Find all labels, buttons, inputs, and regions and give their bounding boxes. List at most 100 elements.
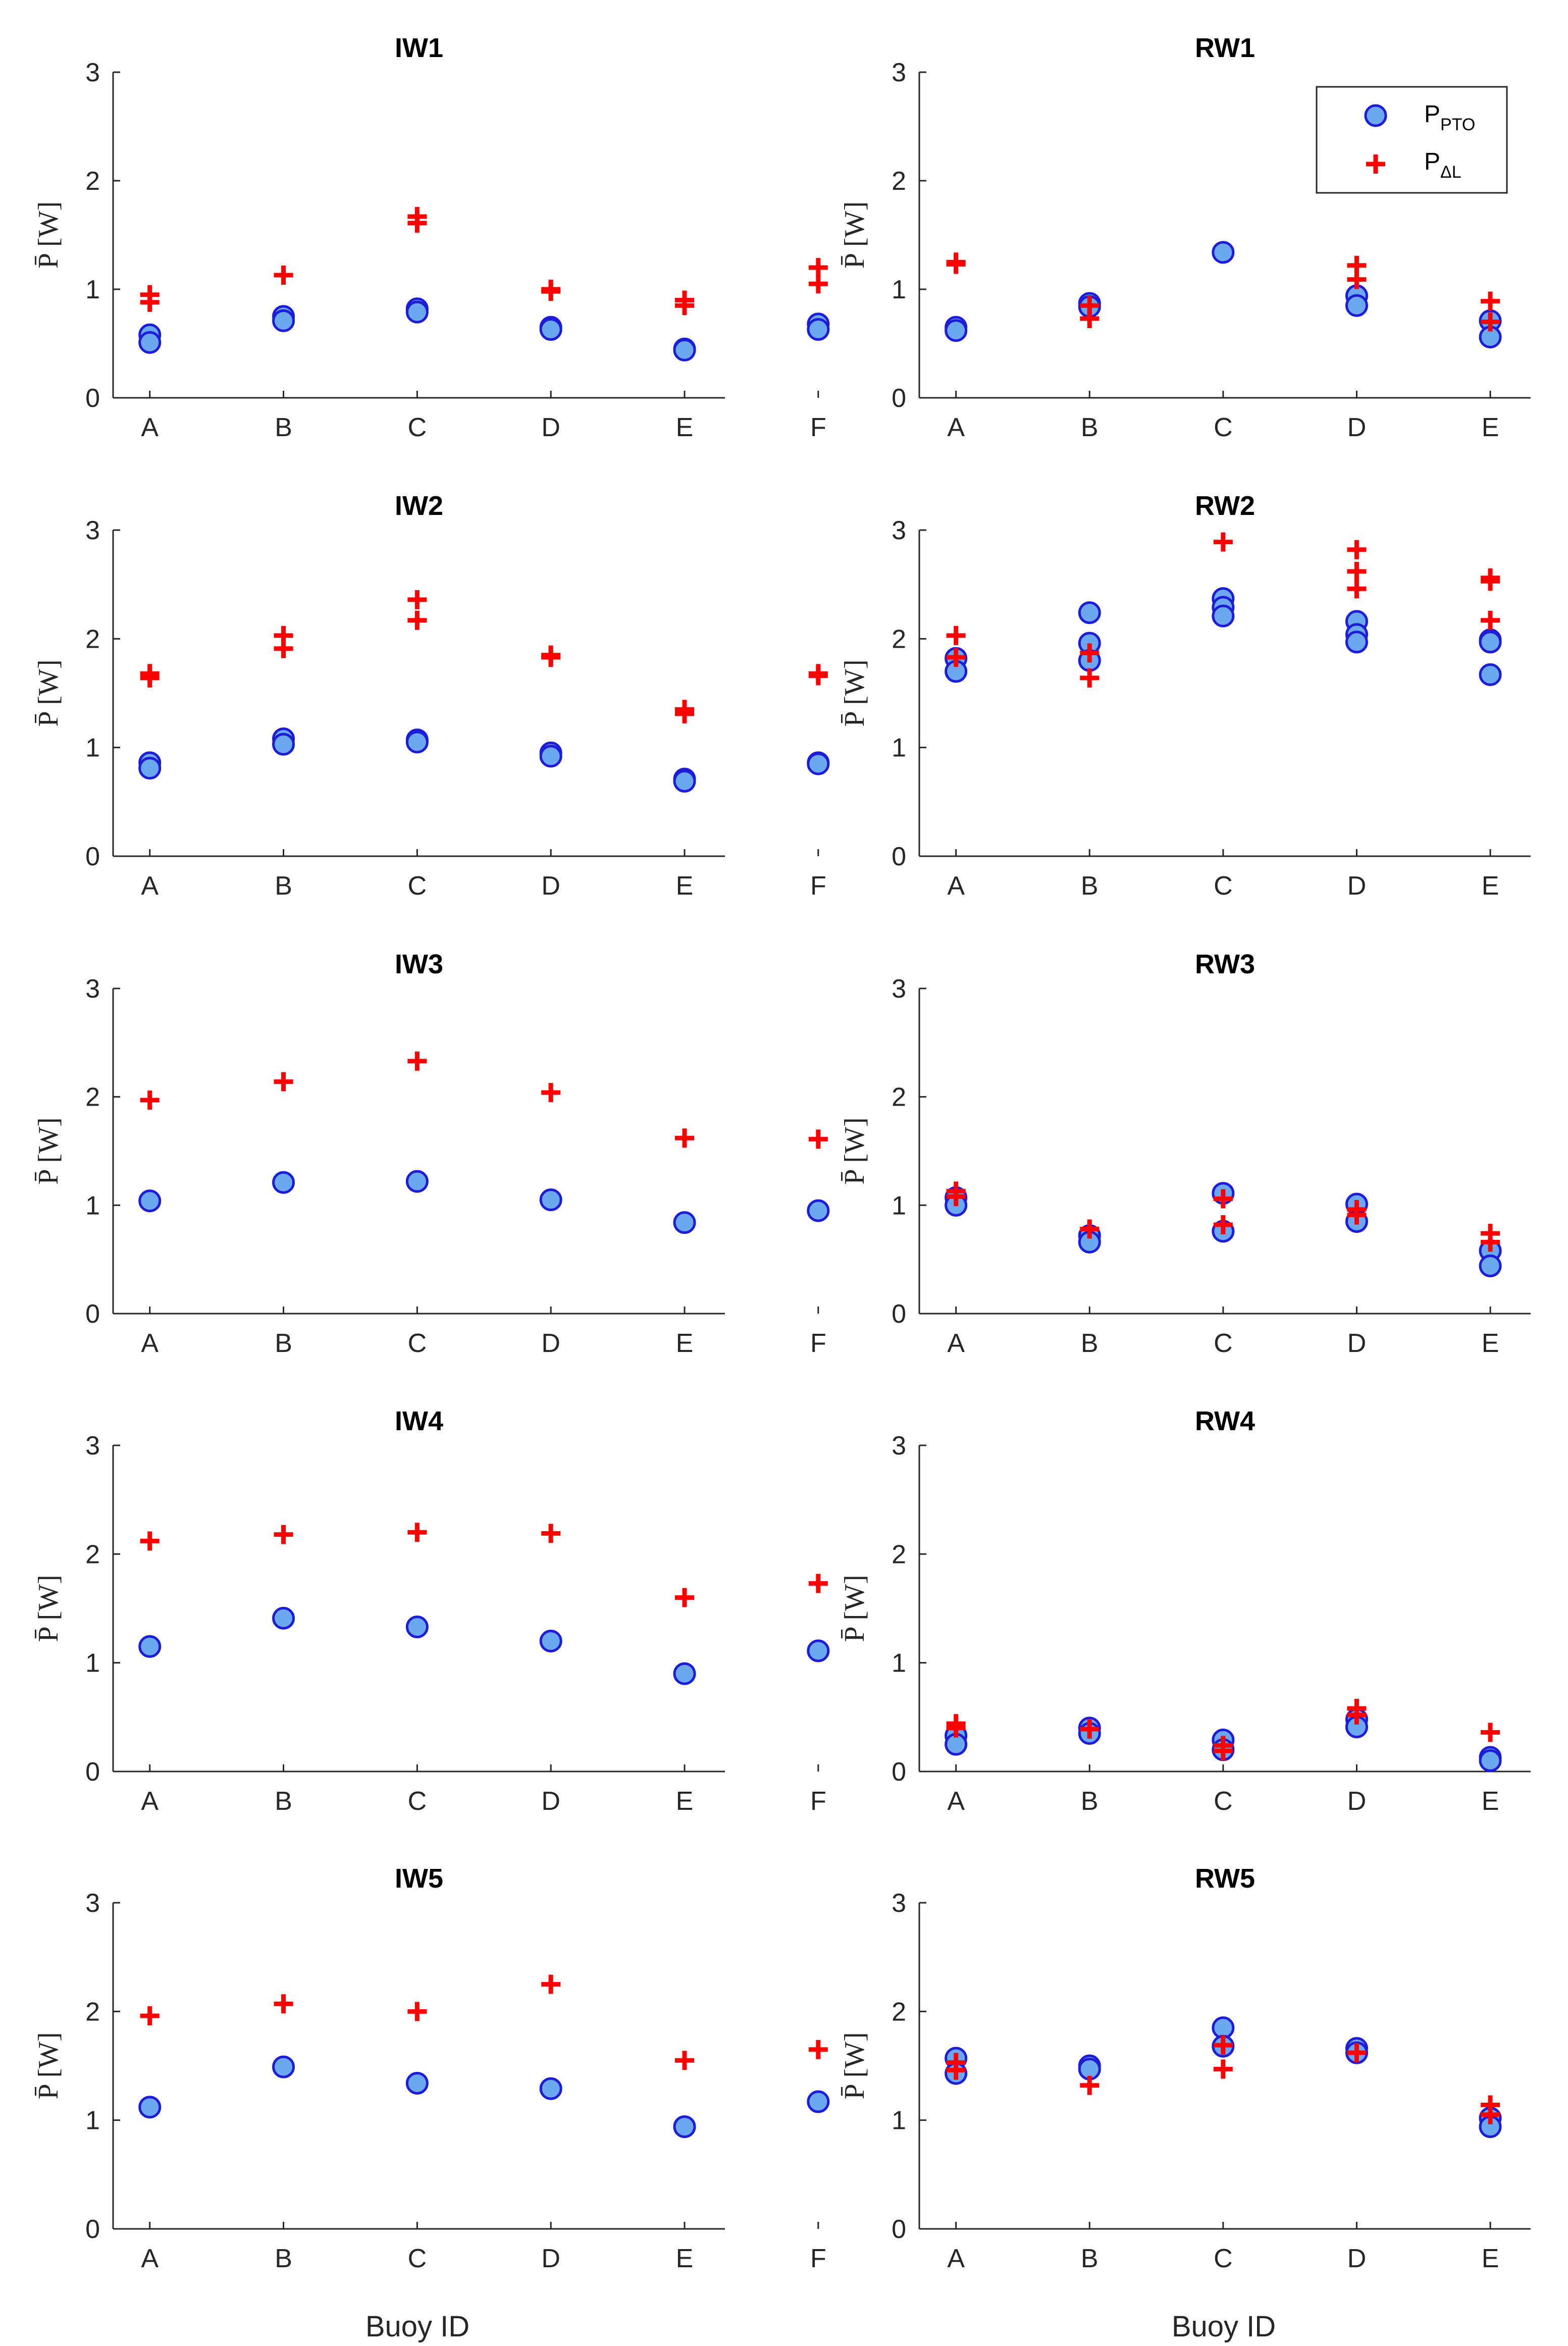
pto-point: [1212, 2016, 1235, 2040]
dl-point: [274, 639, 293, 658]
dl-point: [1080, 643, 1100, 663]
dl-point: [1080, 2075, 1100, 2095]
panel-title: IW4: [395, 1406, 443, 1436]
dl-point: [1347, 540, 1367, 559]
x-tick-label: D: [1347, 871, 1367, 901]
y-tick-label: 1: [85, 734, 100, 763]
dl-point: [808, 666, 828, 686]
y-tick-label: 2: [85, 624, 100, 654]
pto-point: [539, 745, 562, 768]
pto-point: [539, 1630, 562, 1653]
dl-point: [946, 2060, 966, 2080]
y-tick-label: 3: [892, 516, 906, 545]
x-tick-label: C: [408, 2244, 427, 2273]
panel-rw4: 0123ABCDEFRW4P̄ [W]: [839, 1406, 1531, 1816]
dl-point: [946, 1718, 966, 1738]
pto-point: [1479, 1255, 1502, 1278]
y-tick-label: 0: [85, 384, 100, 413]
y-tick-label: 1: [85, 1191, 100, 1220]
x-tick-label: D: [1347, 1787, 1367, 1816]
dl-point: [1481, 2105, 1500, 2124]
x-tick-label: E: [1482, 1329, 1499, 1358]
pto-point: [138, 1635, 162, 1658]
dl-point: [1213, 1189, 1233, 1209]
x-tick-label: E: [676, 871, 694, 901]
y-axis-label: P̄ [W]: [33, 201, 64, 269]
pto-point: [945, 319, 968, 342]
panel-title: IW5: [395, 1863, 443, 1894]
dl-point: [1213, 2036, 1233, 2055]
x-tick-label: E: [1482, 2244, 1499, 2273]
panel-iw1: 0 1 2 3 A B C D E F IW1 P̄ [W]: [33, 33, 830, 442]
dl-point: [1347, 1205, 1367, 1225]
pto-point: [807, 1199, 830, 1222]
x-tick-label: C: [408, 1787, 427, 1816]
dl-point: [1481, 312, 1500, 332]
x-tick-label: A: [141, 413, 159, 442]
dl-point: [140, 292, 160, 312]
panel-iw2: 0 1 2 3 A B C D E F IW2 P̄ [W]: [33, 491, 830, 901]
y-axis-label: P̄ [W]: [33, 659, 64, 726]
dl-point: [675, 704, 695, 723]
dl-point: [1347, 561, 1367, 581]
y-tick-label: 0: [892, 2215, 906, 2244]
x-tick-label: B: [1081, 2244, 1099, 2273]
panel-title: IW3: [395, 949, 443, 979]
y-tick-label: 0: [892, 1299, 906, 1329]
x-tick-label: A: [141, 2244, 159, 2273]
x-tick-label: E: [1482, 1787, 1499, 1816]
dl-point: [140, 1090, 160, 1110]
pto-point: [673, 1211, 696, 1234]
y-tick-label: 1: [85, 275, 100, 304]
legend-pto-marker: [1364, 104, 1387, 127]
pto-point: [1212, 241, 1235, 264]
x-tick-label: E: [676, 2244, 694, 2273]
dl-point: [541, 1974, 561, 1994]
dl-point: [1347, 579, 1367, 599]
x-tick-label: B: [275, 871, 292, 901]
dl-point: [541, 647, 561, 667]
x-tick-label: F: [810, 2244, 826, 2273]
dl-point: [808, 2040, 828, 2059]
panel-title: RW3: [1195, 949, 1255, 979]
x-tick-label: D: [541, 413, 560, 442]
x-tick-label: D: [541, 871, 560, 901]
pto-point: [138, 757, 162, 780]
dl-point: [140, 668, 160, 688]
y-tick-label: 3: [85, 974, 100, 1004]
x-tick-label: A: [947, 1329, 965, 1358]
pto-point: [673, 2115, 696, 2139]
dl-point: [1481, 571, 1500, 591]
pto-point: [272, 733, 295, 756]
x-tick-label: B: [275, 1329, 292, 1358]
x-tick-label: E: [676, 413, 694, 442]
pto-point: [272, 1171, 295, 1194]
y-tick-label: 0: [85, 842, 100, 871]
legend-box: [1316, 86, 1508, 194]
legend-dl-marker: [1366, 154, 1385, 174]
y-tick-label: 2: [85, 1083, 100, 1112]
y-tick-label: 2: [85, 1540, 100, 1569]
pto-point: [1345, 294, 1368, 317]
dl-point: [808, 274, 828, 294]
x-tick-label: A: [947, 413, 965, 442]
x-tick-label: C: [1214, 1787, 1233, 1816]
y-tick-label: 0: [85, 1757, 100, 1787]
y-tick-label: 1: [892, 2106, 906, 2135]
dl-point: [274, 1525, 293, 1544]
dl-point: [541, 282, 561, 301]
x-axis-label-left: Buoy ID: [365, 2310, 469, 2343]
pto-point: [272, 309, 295, 332]
x-tick-label: D: [541, 2244, 560, 2273]
x-tick-label: C: [408, 413, 427, 442]
dl-point: [675, 1128, 695, 1148]
x-tick-label: A: [947, 871, 965, 901]
dl-point: [407, 1051, 427, 1071]
x-tick-label: C: [1214, 2244, 1233, 2273]
panel-title: IW1: [395, 33, 443, 63]
dl-point: [946, 625, 966, 645]
x-tick-label: B: [1081, 413, 1099, 442]
pto-point: [1479, 631, 1502, 654]
y-tick-label: 3: [85, 58, 100, 87]
